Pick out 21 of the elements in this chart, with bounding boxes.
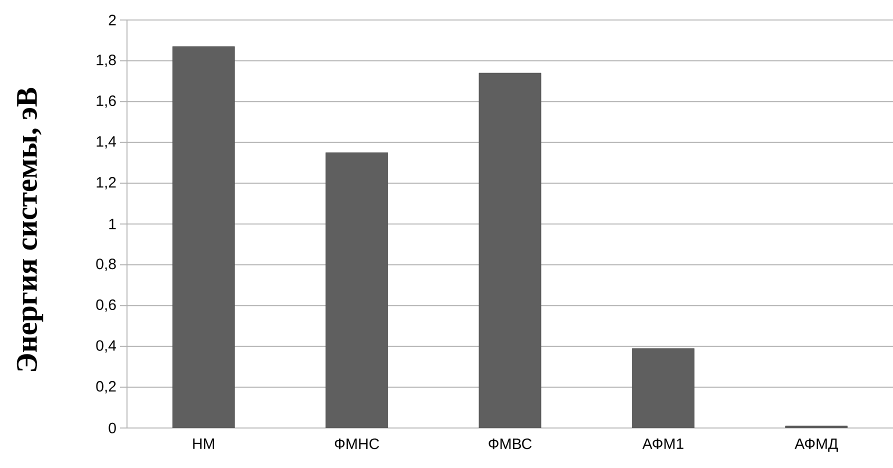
x-tick-label: ФМНС [334, 438, 380, 450]
y-tick-label: 1,6 [96, 95, 116, 108]
bar [478, 72, 542, 428]
y-tick-label: 0,4 [96, 340, 116, 353]
bar [632, 348, 694, 428]
y-tick-label: 0 [108, 422, 116, 434]
x-tick-label: АФМД [794, 438, 838, 452]
y-tick-label: 0,6 [96, 299, 116, 312]
x-tick-label: ФМВС [488, 438, 532, 450]
x-tick-label: НМ [193, 438, 214, 449]
y-tick-label: 1 [109, 218, 116, 230]
x-tick-label: АФМ1 [642, 438, 684, 449]
y-tick-label: 1,8 [96, 54, 116, 67]
bar [326, 152, 388, 428]
bar [172, 46, 235, 428]
y-axis-title: Энергия системы, эВ [16, 88, 44, 371]
y-tick-label: 1,2 [96, 177, 116, 190]
y-tick-label: 0,2 [96, 381, 116, 394]
y-tick-label: 1,4 [96, 136, 116, 149]
y-tick-label: 0,8 [96, 258, 116, 271]
y-tick-label: 2 [108, 14, 116, 26]
